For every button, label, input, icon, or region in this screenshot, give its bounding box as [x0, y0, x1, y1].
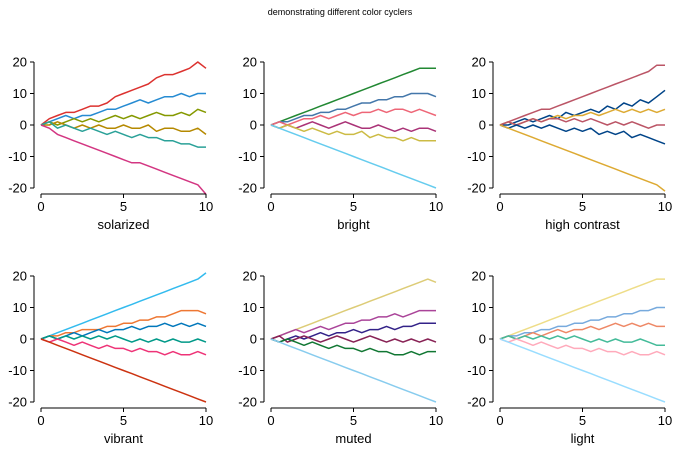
y-tick-label: 20 [472, 55, 486, 70]
y-tick-label: 0 [250, 118, 257, 133]
chart-label: muted [335, 431, 371, 446]
y-tick-label: 10 [472, 300, 486, 315]
y-tick-label: 0 [20, 332, 27, 347]
y-tick-label: -20 [238, 181, 257, 196]
y-tick-label: 0 [250, 332, 257, 347]
x-tick-label: 10 [658, 413, 672, 428]
y-tick-label: 10 [243, 86, 257, 101]
series-line-6 [499, 124, 666, 192]
series-line-1 [499, 64, 665, 126]
chart-panel-5: -20 -10 0 10 20 0 5 10 muted [238, 269, 443, 447]
y-tick-label: 10 [472, 86, 486, 101]
x-tick-label: 5 [120, 199, 127, 214]
y-tick-label: 10 [243, 300, 257, 315]
series-line-3 [499, 322, 665, 340]
series-line-4 [41, 121, 207, 135]
series-line-2 [40, 92, 206, 126]
y-tick-label: 20 [13, 55, 27, 70]
series-line-1 [270, 278, 437, 340]
y-tick-label: 0 [20, 118, 27, 133]
chart-label: solarized [97, 217, 149, 232]
y-tick-label: -20 [8, 395, 27, 410]
y-tick-label: -10 [8, 363, 27, 378]
series-line-5 [40, 338, 207, 356]
chart-panel-4: -20 -10 0 10 20 0 5 10 vibrant [8, 269, 213, 447]
chart-label: bright [337, 217, 370, 232]
x-tick-label: 0 [267, 199, 274, 214]
series-line-5 [270, 124, 436, 142]
series-line-6 [40, 338, 207, 403]
y-tick-label: 0 [479, 118, 486, 133]
chart-panel-2: -20 -10 0 10 20 0 5 10 bright [238, 55, 443, 233]
chart-panel-1: -20 -10 0 10 20 0 5 10 solarized [8, 55, 213, 233]
chart-grid: -20 -10 0 10 20 0 5 10 solarized -20 -10 0 10 20 0 5 10 b… [8, 55, 672, 447]
series-line-6 [270, 124, 437, 189]
y-tick-label: 20 [243, 55, 257, 70]
series-line-1 [499, 278, 665, 340]
series-line-4 [499, 117, 665, 129]
x-tick-label: 10 [429, 413, 443, 428]
x-tick-label: 0 [37, 413, 44, 428]
y-tick-label: 20 [13, 269, 27, 284]
chart-label: high contrast [545, 217, 620, 232]
series-line-3 [270, 108, 437, 126]
x-tick-label: 0 [496, 413, 503, 428]
series-line-4 [270, 121, 437, 133]
x-tick-label: 10 [199, 413, 213, 428]
x-tick-label: 0 [496, 199, 503, 214]
y-tick-label: -20 [467, 395, 486, 410]
series-line-1 [40, 272, 207, 340]
figure-title: demonstrating different color cyclers [268, 7, 413, 17]
y-tick-label: 20 [243, 269, 257, 284]
y-tick-label: 20 [472, 269, 486, 284]
x-tick-label: 10 [658, 199, 672, 214]
y-tick-label: 10 [13, 300, 27, 315]
y-tick-label: -10 [8, 149, 27, 164]
series-line-6 [270, 338, 437, 403]
series-line-4 [270, 335, 437, 343]
series-line-6 [499, 338, 666, 403]
series-line-3 [270, 322, 436, 343]
y-tick-label: -20 [467, 181, 486, 196]
series-line-2 [270, 92, 437, 126]
series-line-1 [40, 61, 207, 126]
series-line-6 [40, 124, 207, 195]
x-tick-label: 5 [350, 413, 357, 428]
y-tick-label: -10 [238, 363, 257, 378]
series-line-4 [40, 335, 207, 343]
x-tick-label: 5 [350, 199, 357, 214]
series-line-2 [40, 309, 207, 340]
x-tick-label: 5 [579, 199, 586, 214]
series-line-5 [499, 338, 666, 356]
y-tick-label: -10 [467, 363, 486, 378]
series-line-3 [40, 322, 207, 340]
series-line-5 [270, 338, 436, 356]
y-tick-label: -20 [238, 395, 257, 410]
chart-panel-3: -20 -10 0 10 20 0 5 10 high contrast [467, 55, 672, 233]
y-tick-label: -10 [467, 149, 486, 164]
series-line-2 [500, 89, 666, 126]
x-tick-label: 0 [37, 199, 44, 214]
y-tick-label: -10 [238, 149, 257, 164]
series-line-5 [40, 121, 206, 148]
x-tick-label: 5 [120, 413, 127, 428]
chart-label: light [571, 431, 595, 446]
y-tick-label: 0 [479, 332, 486, 347]
series-line-2 [270, 309, 436, 340]
series-line-5 [499, 124, 666, 145]
y-tick-label: -20 [8, 181, 27, 196]
series-line-4 [499, 335, 665, 347]
x-tick-label: 10 [429, 199, 443, 214]
x-tick-label: 5 [579, 413, 586, 428]
series-line-1 [270, 67, 436, 126]
x-tick-label: 10 [199, 199, 213, 214]
series-line-3 [40, 108, 207, 126]
chart-panel-6: -20 -10 0 10 20 0 5 10 light [467, 269, 672, 447]
series-line-2 [499, 306, 665, 340]
y-tick-label: 10 [13, 86, 27, 101]
chart-label: vibrant [104, 431, 143, 446]
x-tick-label: 0 [267, 413, 274, 428]
